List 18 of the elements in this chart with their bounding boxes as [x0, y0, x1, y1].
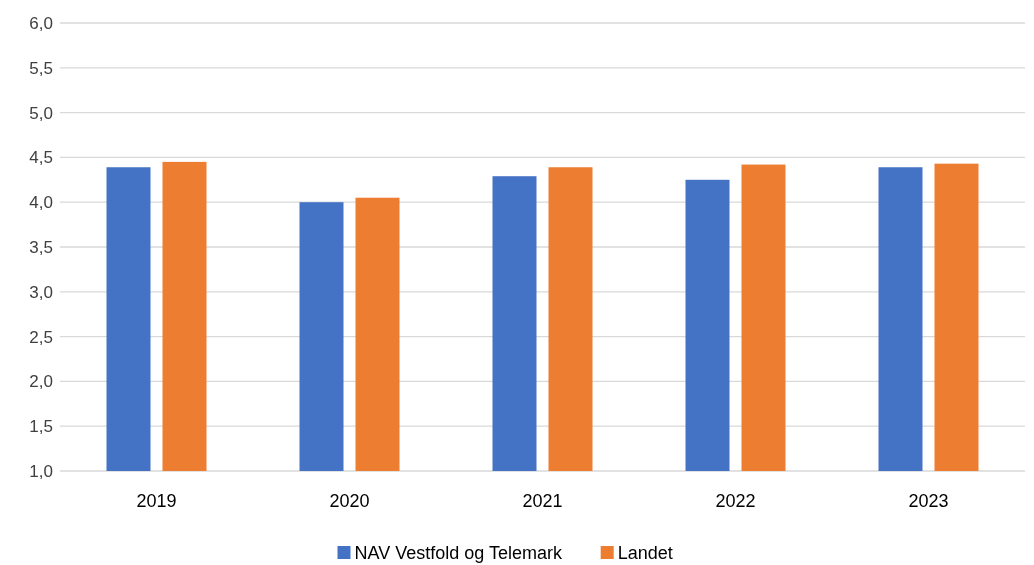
y-tick-label: 2,5	[29, 327, 53, 347]
y-tick-label: 2,0	[29, 372, 53, 392]
y-tick-label: 1,0	[29, 461, 53, 481]
y-tick-label: 4,5	[29, 148, 53, 168]
y-tick-label: 3,5	[29, 237, 53, 257]
legend-label: NAV Vestfold og Telemark	[354, 543, 563, 564]
y-tick-label: 5,5	[29, 58, 53, 78]
y-tick-label: 5,0	[29, 103, 53, 123]
y-tick-label: 6,0	[29, 13, 53, 33]
x-tick-label: 2020	[329, 491, 370, 511]
y-tick-label: 3,0	[29, 282, 53, 302]
x-tick-label: 2019	[136, 491, 177, 511]
y-tick-label: 1,5	[29, 417, 53, 437]
legend-label: Landet	[617, 543, 673, 564]
x-tick-label: 2021	[522, 491, 563, 511]
x-tick-label: 2022	[715, 491, 756, 511]
y-tick-label: 4,0	[29, 193, 53, 213]
x-tick-label: 2023	[908, 491, 949, 511]
